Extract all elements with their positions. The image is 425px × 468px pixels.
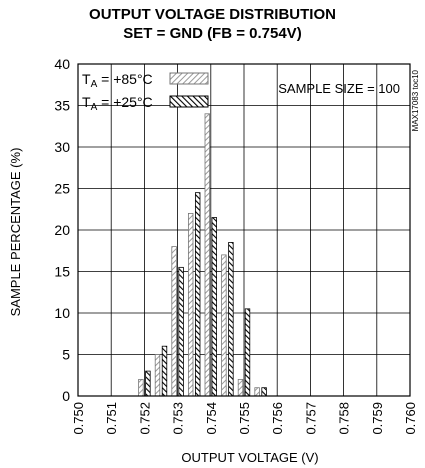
- figure-id-label: MAX17083 toc10: [411, 69, 420, 131]
- bar-85c: [171, 246, 177, 397]
- bar-25c: [145, 370, 151, 397]
- bar-85c: [237, 378, 244, 397]
- bar-25c: [228, 242, 234, 397]
- bar-85c: [221, 254, 227, 397]
- x-tick-label: 0.756: [270, 402, 285, 435]
- sample-size-annotation: SAMPLE SIZE = 100: [278, 81, 400, 96]
- x-tick-label: 0.752: [137, 402, 152, 435]
- y-tick-label: 5: [62, 347, 70, 363]
- plot-frame: [77, 63, 411, 397]
- y-axis-label: SAMPLE PERCENTAGE (%): [8, 148, 23, 317]
- bar-25c: [178, 266, 184, 397]
- bar-25c: [261, 387, 267, 397]
- legend-label-85c: TA = +85°C: [82, 71, 153, 90]
- x-tick-label: 0.753: [171, 402, 186, 435]
- x-tick-label: 0.760: [403, 402, 418, 435]
- y-tick-label: 15: [54, 264, 70, 280]
- x-tick-label: 0.759: [370, 402, 385, 435]
- bar-25c: [161, 345, 168, 397]
- bar-25c: [211, 217, 217, 397]
- y-tick-label: 0: [62, 388, 70, 404]
- y-tick-label: 40: [54, 56, 70, 72]
- y-tick-label: 10: [54, 305, 70, 321]
- y-tick-label: 25: [54, 181, 70, 197]
- y-tick-label: 30: [54, 139, 70, 155]
- y-tick-label: 20: [54, 222, 70, 238]
- bar-85c: [204, 113, 210, 397]
- chart-title: OUTPUT VOLTAGE DISTRIBUTION: [89, 6, 336, 23]
- y-tick-label: 35: [54, 98, 70, 114]
- bar-25c: [194, 192, 201, 397]
- chart-subtitle: SET = GND (FB = 0.754V): [123, 25, 302, 42]
- bar-85c: [154, 354, 161, 397]
- x-tick-label: 0.751: [104, 402, 119, 435]
- x-tick-label: 0.754: [204, 402, 219, 435]
- bar-25c: [244, 308, 251, 397]
- legend-swatch-25c: [169, 95, 209, 108]
- x-tick-label: 0.758: [337, 402, 352, 435]
- x-tick-label: 0.755: [237, 402, 252, 435]
- x-tick-label: 0.757: [303, 402, 318, 435]
- x-axis-label: OUTPUT VOLTAGE (V): [181, 450, 318, 465]
- bar-85c: [187, 212, 194, 397]
- bar-85c: [254, 387, 260, 397]
- legend-label-25c: TA = +25°C: [82, 94, 153, 113]
- legend-swatch-85c: [169, 72, 209, 85]
- x-tick-label: 0.750: [71, 402, 86, 435]
- bar-85c: [138, 378, 144, 397]
